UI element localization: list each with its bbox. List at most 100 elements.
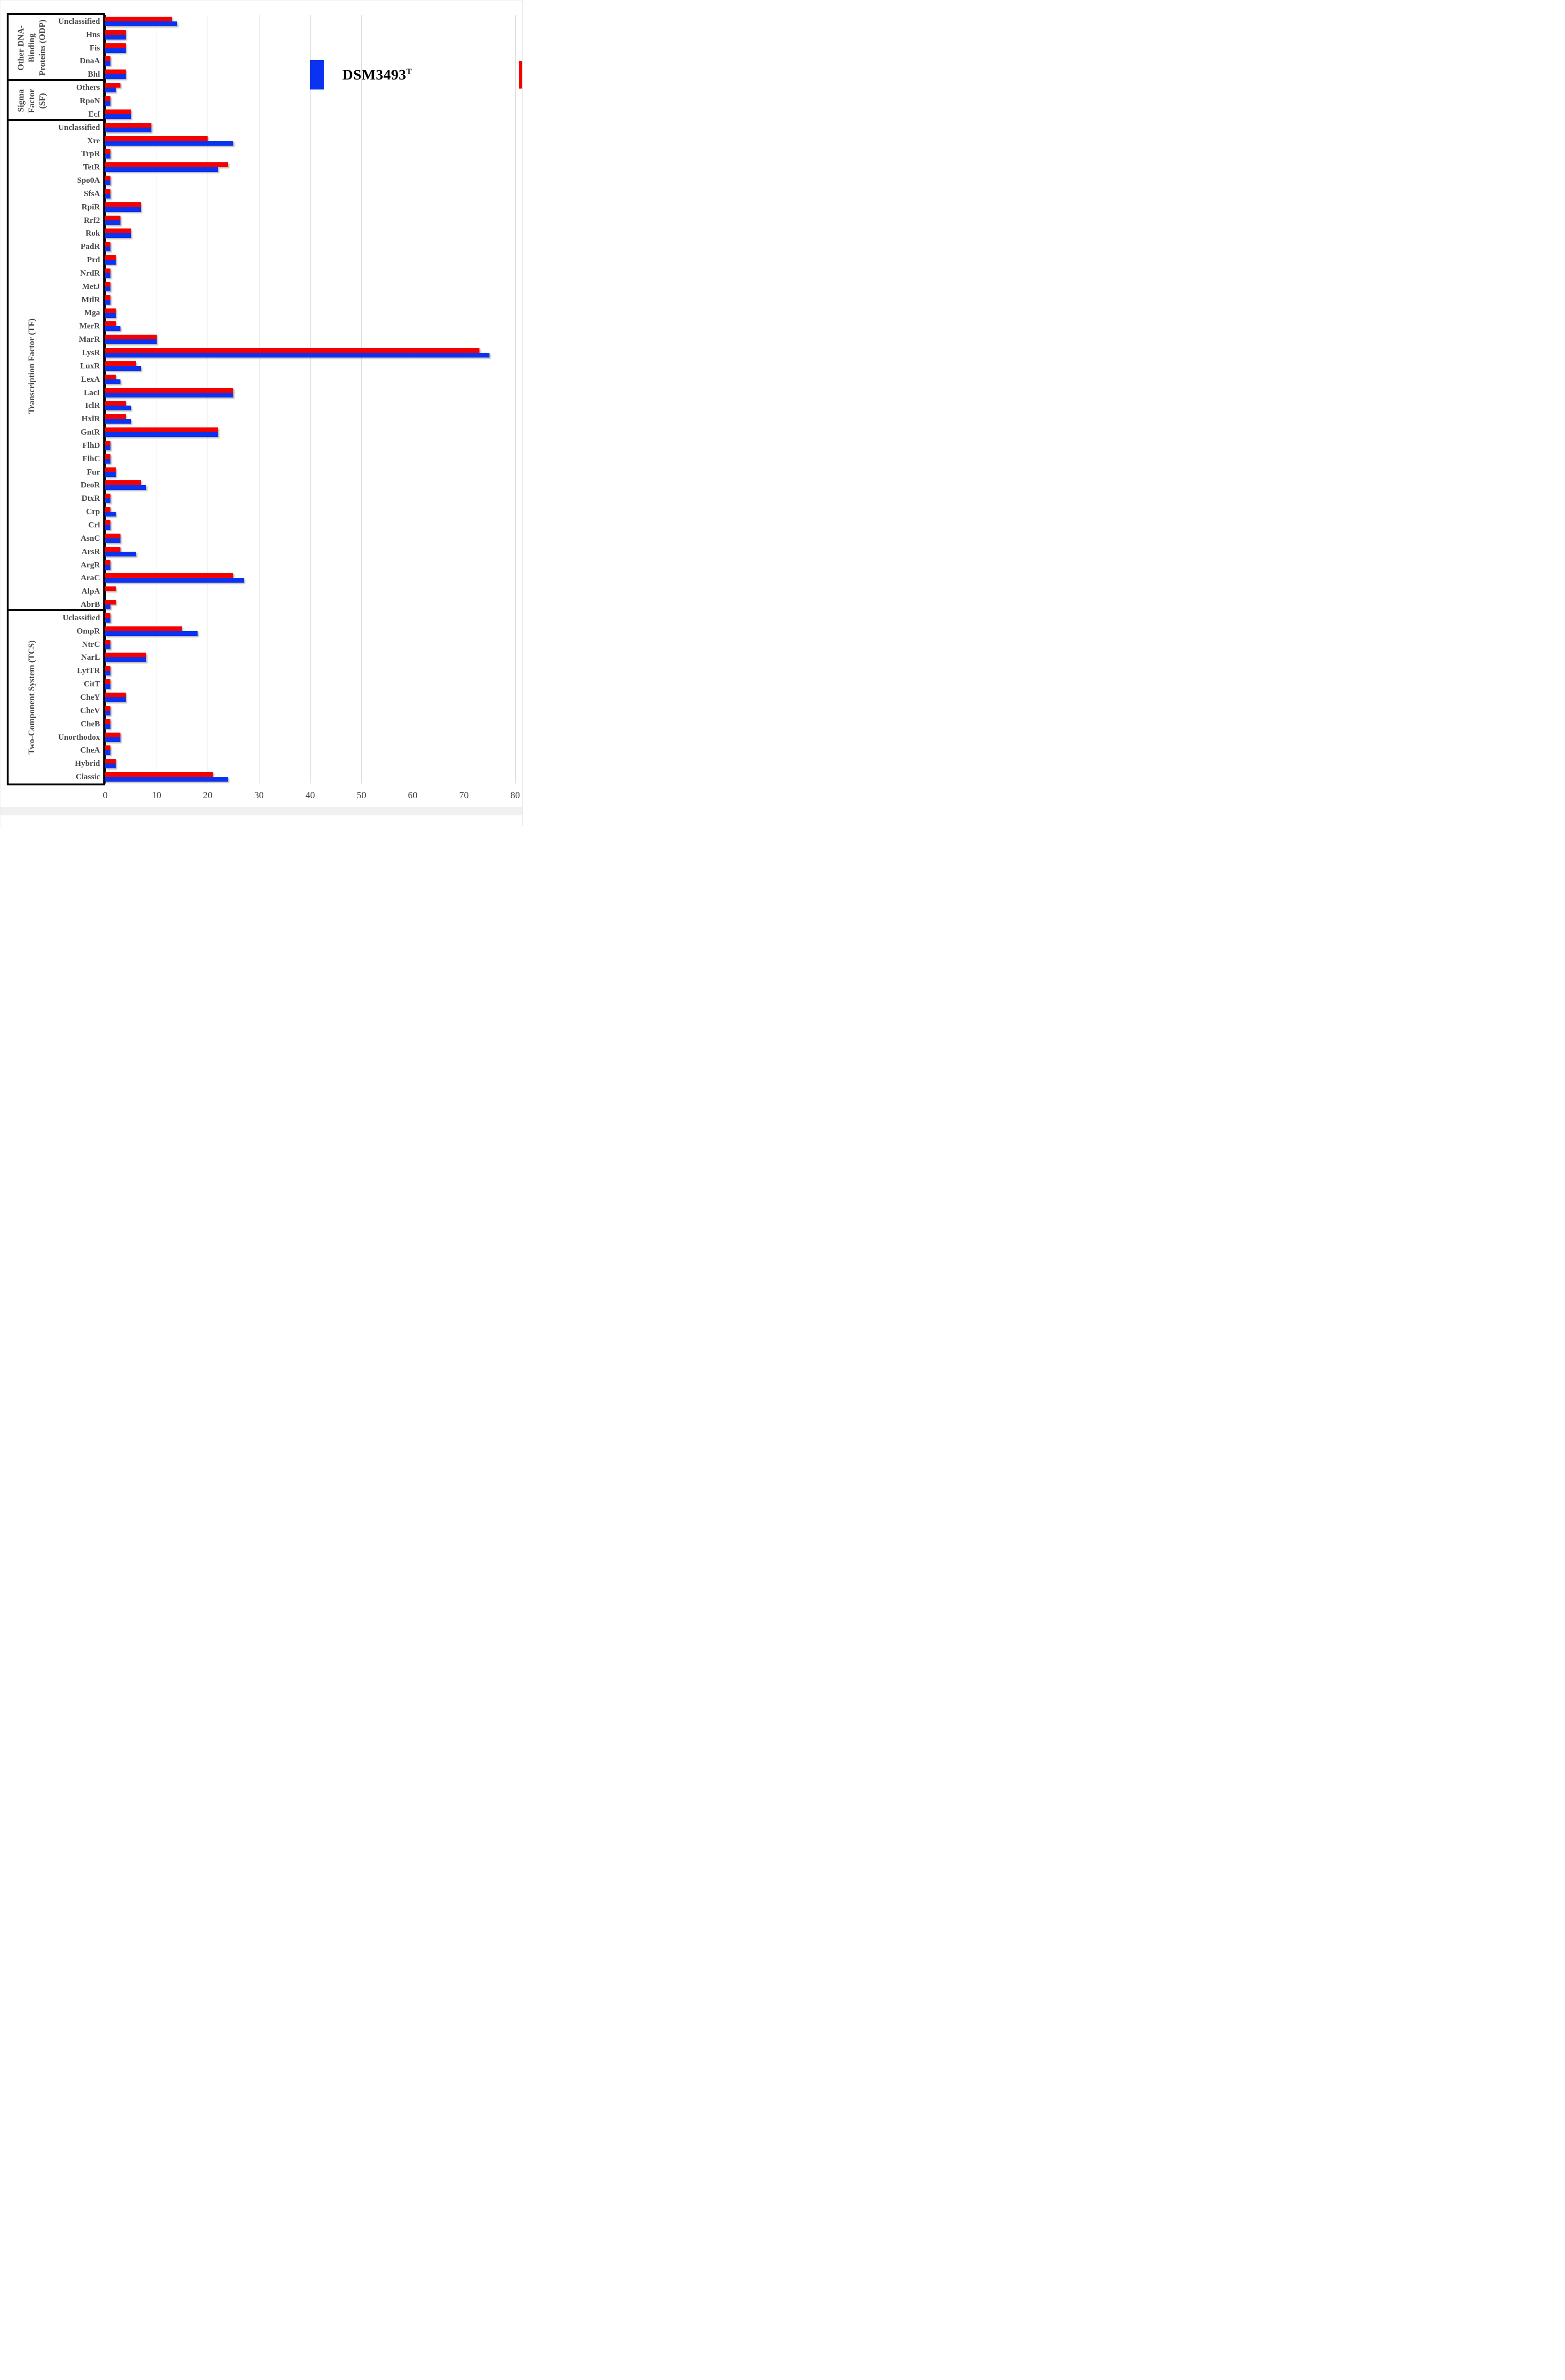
- bar-row-others: [105, 81, 515, 94]
- x-tick-label-30: 30: [254, 790, 264, 801]
- category-label-arsr: ArsR: [81, 546, 100, 556]
- bar-dsm3493t-trpr: [105, 154, 110, 159]
- bar-c1-fis: [105, 43, 126, 48]
- bar-row-fur: [105, 466, 515, 479]
- category-label-trpr: TrpR: [81, 149, 100, 159]
- bar-row-asnc: [105, 532, 515, 545]
- bar-dsm3493t-prd: [105, 260, 116, 265]
- gridline-50: [361, 15, 362, 783]
- bar-dsm3493t-fur: [105, 472, 116, 477]
- bar-c1-citt: [105, 679, 110, 684]
- bar-dsm3493t-narl: [105, 657, 147, 663]
- bar-c1-dtxr: [105, 494, 110, 499]
- bar-row-lysr: [105, 346, 515, 359]
- bar-c1-abrb: [105, 600, 116, 605]
- category-label-argr: ArgR: [80, 560, 100, 569]
- section-title: Two-Component System (TCS): [26, 640, 36, 754]
- bar-row-prd: [105, 253, 515, 267]
- x-tick-label-50: 50: [357, 790, 367, 801]
- bar-row-uclassified: [105, 611, 515, 625]
- category-label-chev: CheV: [80, 705, 100, 715]
- bar-row-unclassified: [105, 15, 515, 28]
- plot-area: [105, 15, 516, 783]
- bar-row-argr: [105, 558, 515, 572]
- bar-row-sfsa: [105, 187, 515, 200]
- bar-c1-cheb: [105, 719, 110, 724]
- bar-c1-uclassified: [105, 613, 110, 618]
- category-label-abrb: AbrB: [80, 600, 100, 609]
- bar-row-arsr: [105, 545, 515, 558]
- bar-c1-lexa: [105, 374, 116, 379]
- bar-row-dtxr: [105, 492, 515, 505]
- category-label-sfsa: SfsA: [83, 188, 100, 198]
- bar-c1-marr: [105, 335, 157, 340]
- bar-c1-tetr: [105, 162, 229, 168]
- category-label-unorthodox: Unorthodox: [58, 732, 100, 742]
- category-label-nrdr: NrdR: [80, 268, 100, 278]
- category-label-rpon: RpoN: [80, 96, 100, 105]
- bar-dsm3493t-chev: [105, 710, 110, 715]
- bar-dsm3493t-laci: [105, 392, 234, 397]
- bar-dsm3493t-mga: [105, 313, 116, 318]
- bar-c1-mtlr: [105, 295, 110, 300]
- bar-row-hxlr: [105, 412, 515, 426]
- bar-row-chey: [105, 691, 515, 704]
- bar-c1-lysr: [105, 348, 479, 353]
- x-tick-label-40: 40: [305, 790, 315, 801]
- bar-c1-ntrc: [105, 639, 110, 645]
- bar-row-rok: [105, 227, 515, 240]
- category-label-cheb: CheB: [80, 719, 100, 728]
- category-label-flhc: FlhC: [82, 454, 100, 463]
- bar-dsm3493t-xre: [105, 140, 234, 146]
- category-label-arac: AraC: [80, 573, 100, 583]
- bar-c1-gntr: [105, 427, 218, 433]
- category-label-laci: LacI: [84, 387, 100, 397]
- bar-dsm3493t-argr: [105, 565, 110, 570]
- bar-row-laci: [105, 386, 515, 399]
- category-label-citt: CitT: [84, 679, 100, 689]
- bar-dsm3493t-gntr: [105, 432, 218, 437]
- bar-row-iclr: [105, 399, 515, 413]
- category-label-xre: Xre: [87, 136, 100, 145]
- category-label-narl: NarL: [81, 653, 100, 662]
- bar-c1-nrdr: [105, 268, 110, 273]
- bar-row-cheb: [105, 717, 515, 731]
- bar-dsm3493t-unorthodox: [105, 737, 121, 742]
- bar-c1-flhd: [105, 440, 110, 446]
- category-label-others: Others: [76, 83, 100, 92]
- bar-dsm3493t-arac: [105, 578, 244, 583]
- bar-dsm3493t-flhd: [105, 445, 110, 450]
- bar-row-rrf2: [105, 214, 515, 227]
- bar-row-classic: [105, 770, 515, 783]
- bar-dsm3493t-flhc: [105, 458, 110, 464]
- category-label-dtxr: DtxR: [81, 494, 100, 503]
- bar-row-lyttr: [105, 664, 515, 677]
- bar-row-deor: [105, 479, 515, 492]
- bar-c1-hxlr: [105, 414, 126, 419]
- category-label-flhd: FlhD: [82, 440, 100, 450]
- bar-c1-spo0a: [105, 176, 110, 181]
- bar-dsm3493t-rpon: [105, 100, 110, 106]
- bar-row-spo0a: [105, 174, 515, 187]
- bar-dsm3493t-ompr: [105, 631, 198, 636]
- x-tick-label-80: 80: [510, 790, 520, 801]
- bar-dsm3493t-marr: [105, 339, 157, 345]
- bar-dsm3493t-lyttr: [105, 671, 110, 676]
- category-label-mtlr: MtlR: [81, 295, 100, 304]
- bar-row-dnaa: [105, 55, 515, 68]
- section-title: Transcription Factor (TF): [26, 318, 36, 414]
- category-label-rok: Rok: [85, 228, 100, 238]
- bar-dsm3493t-ntrc: [105, 644, 110, 649]
- bar-c1-lyttr: [105, 666, 110, 671]
- bar-c1-rpon: [105, 96, 110, 101]
- bar-c1-bhl: [105, 69, 126, 75]
- bar-row-lexa: [105, 373, 515, 386]
- category-label-prd: Prd: [87, 255, 100, 265]
- bar-dsm3493t-merr: [105, 326, 121, 331]
- category-label-hns: Hns: [86, 30, 100, 39]
- figure-bottom-edge: [0, 807, 522, 815]
- bar-dsm3493t-hybrid: [105, 764, 116, 769]
- bar-row-fis: [105, 41, 515, 55]
- bar-dsm3493t-dnaa: [105, 61, 110, 66]
- bar-c1-iclr: [105, 401, 126, 406]
